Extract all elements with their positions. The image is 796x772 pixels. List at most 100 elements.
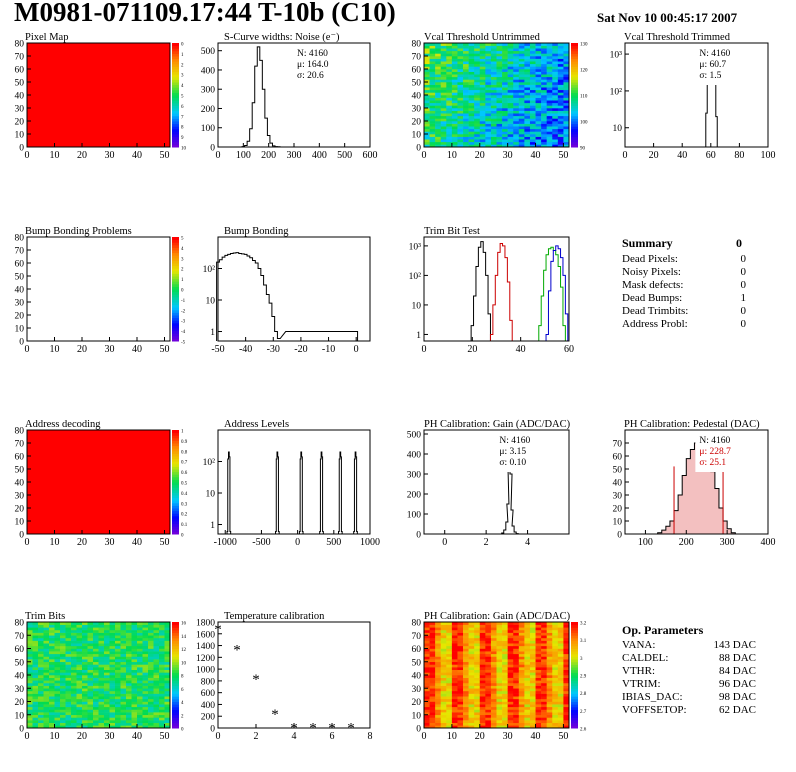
heatmap-cell	[535, 712, 542, 716]
heatmap-cell	[524, 48, 531, 52]
heatmap-cell	[446, 139, 453, 143]
heatmap-cell	[529, 123, 536, 127]
colorbar-segment	[571, 653, 578, 657]
heatmap-cell	[541, 48, 547, 52]
heatmap-cell	[446, 643, 453, 647]
colorbar-segment	[172, 110, 179, 114]
chart-ph-gain-map: PH Calibration: Gain (ADC/DAC)3.23.132.9…	[412, 611, 587, 742]
heatmap-cell	[137, 624, 143, 628]
heatmap-cell	[541, 651, 547, 655]
heatmap-cell	[32, 651, 39, 655]
heatmap-cell	[546, 664, 553, 668]
colorbar-segment	[571, 629, 578, 634]
heatmap-cell	[496, 640, 503, 644]
heatmap-cell	[535, 624, 542, 628]
heatmap-cell	[552, 66, 559, 70]
heatmap-cell	[87, 722, 94, 726]
heatmap-cell	[518, 123, 525, 127]
heatmap-cell	[502, 667, 508, 670]
heatmap-cell	[463, 690, 469, 694]
heatmap-cell	[563, 659, 570, 663]
heatmap-cell	[440, 722, 447, 726]
heatmap-cell	[563, 108, 570, 111]
heatmap-cell	[131, 669, 138, 673]
heatmap-cell	[535, 71, 542, 75]
heatmap-cell	[468, 76, 475, 80]
heatmap-cell	[457, 82, 464, 85]
heatmap-cell	[552, 717, 559, 721]
stats-label: μ: 60.7	[699, 60, 726, 70]
heatmap-cell	[440, 704, 447, 708]
heatmap-cell	[148, 717, 154, 721]
heatmap-cell	[446, 134, 453, 137]
heatmap-cell	[424, 714, 430, 718]
heatmap-cell	[518, 698, 525, 702]
heatmap-cell	[71, 696, 77, 700]
heatmap-cell	[474, 63, 481, 67]
heatmap-cell	[87, 685, 94, 689]
heatmap-cell	[557, 709, 564, 713]
heatmap-cell	[496, 664, 503, 668]
heatmap-cell	[32, 682, 39, 686]
heatmap-cell	[496, 102, 503, 106]
heatmap-cell	[115, 635, 121, 639]
heatmap-cell	[49, 717, 55, 721]
heatmap-cell	[563, 66, 570, 70]
heatmap-cell	[142, 682, 149, 686]
colorbar-segment	[571, 677, 578, 681]
heatmap-cell	[424, 677, 430, 681]
heatmap-cell	[424, 656, 430, 660]
heatmap-cell	[535, 664, 542, 668]
heatmap-cell	[87, 667, 94, 670]
y-tick-label: 60	[15, 645, 25, 655]
heatmap-cell	[468, 653, 475, 657]
heatmap-cell	[164, 675, 171, 678]
heatmap-cell	[27, 725, 33, 729]
heatmap-cell	[109, 632, 116, 636]
heatmap-cell	[496, 712, 503, 716]
colorbar-segment	[571, 701, 578, 705]
colorbar-label: 4	[181, 247, 184, 252]
stats-box	[695, 45, 762, 85]
heatmap-cell	[87, 675, 94, 678]
heatmap-cell	[552, 648, 559, 652]
heatmap-cell	[541, 661, 547, 665]
heatmap-cell	[490, 97, 497, 101]
heatmap-cell	[496, 659, 503, 663]
heatmap-cell	[474, 653, 481, 657]
scatter-point: *	[309, 721, 317, 737]
heatmap-cell	[474, 84, 481, 88]
y-tick-label: 20	[412, 698, 422, 708]
heatmap-cell	[49, 698, 55, 702]
heatmap-cell	[82, 635, 88, 639]
colorbar-segment	[172, 299, 179, 303]
colorbar-label: -1	[181, 299, 186, 304]
heatmap-cell	[463, 69, 469, 72]
heatmap-cell	[120, 706, 127, 710]
heatmap-cell	[502, 640, 508, 644]
heatmap-cell	[490, 89, 497, 93]
colorbar-segment	[172, 648, 179, 652]
stats-label: σ: 1.5	[699, 71, 721, 81]
heatmap-cell	[468, 136, 475, 140]
heatmap-cell	[446, 685, 453, 689]
heatmap-cell	[541, 126, 547, 130]
heatmap-cell	[485, 87, 492, 91]
heatmap-cell	[463, 89, 469, 93]
heatmap-cell	[54, 712, 61, 716]
colorbar-segment	[172, 456, 179, 460]
heatmap-cell	[468, 45, 475, 49]
heatmap-cell	[153, 722, 160, 726]
heatmap-cell	[164, 627, 171, 631]
heatmap-cell	[148, 667, 154, 670]
heatmap-cell	[524, 722, 531, 726]
heatmap-cell	[115, 640, 121, 644]
heatmap-cell	[485, 659, 492, 663]
heatmap-cell	[485, 141, 492, 145]
colorbar-segment	[172, 632, 179, 636]
heatmap-cell	[485, 701, 492, 705]
heatmap-cell	[32, 627, 39, 631]
heatmap-cell	[479, 105, 486, 109]
heatmap-cell	[563, 131, 570, 135]
